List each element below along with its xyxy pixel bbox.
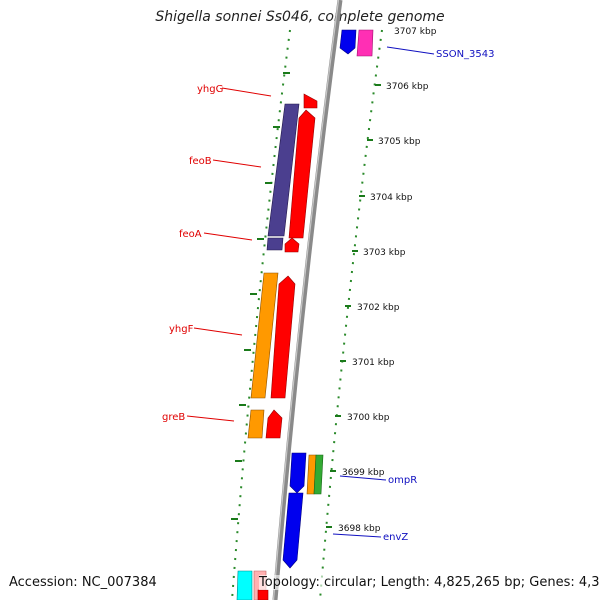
gene-ompR-blue[interactable] bbox=[289, 452, 307, 494]
tick-label-3701: 3701 kbp bbox=[352, 358, 395, 368]
gene-label-yhgG[interactable]: yhgG bbox=[197, 84, 223, 95]
tick-label-3700: 3700 kbp bbox=[347, 413, 390, 423]
map-title: Shigella sonnei Ss046, complete genome bbox=[155, 9, 445, 25]
dotted-track-left bbox=[231, 29, 291, 600]
tick-label-3699: 3699 kbp bbox=[342, 468, 385, 478]
gene-envZ-blue[interactable] bbox=[282, 492, 304, 569]
gene-red-small-top[interactable] bbox=[303, 93, 318, 109]
gene-label-envZ[interactable]: envZ bbox=[383, 532, 408, 543]
label-leaders bbox=[186, 46, 435, 538]
gene-red-feoA[interactable] bbox=[284, 237, 300, 253]
gene-label-greB[interactable]: greB bbox=[162, 412, 185, 423]
gene-green-small[interactable] bbox=[313, 454, 324, 495]
gene-label-SSON_3543[interactable]: SSON_3543 bbox=[436, 49, 495, 60]
tick-marks-left bbox=[231, 72, 290, 520]
tick-label-3707: 3707 kbp bbox=[394, 27, 437, 37]
gene-label-ompR[interactable]: ompR bbox=[388, 475, 417, 486]
gene-label-yhgF[interactable]: yhgF bbox=[169, 324, 194, 335]
tick-label-3704: 3704 kbp bbox=[370, 193, 413, 203]
gene-blue-top[interactable] bbox=[339, 29, 357, 55]
gene-red-bottom[interactable] bbox=[257, 589, 269, 600]
gene-red-yhgF[interactable] bbox=[270, 275, 296, 399]
gene-red-greB[interactable] bbox=[265, 409, 283, 439]
gene-cyan-bottom[interactable] bbox=[236, 570, 253, 600]
gene-SSON_3543[interactable] bbox=[356, 29, 374, 57]
tick-marks-right bbox=[326, 84, 381, 528]
gene-feoB-tail[interactable] bbox=[266, 237, 284, 251]
dotted-track-right bbox=[319, 29, 383, 600]
tick-label-3705: 3705 kbp bbox=[378, 137, 421, 147]
gene-label-feoA[interactable]: feoA bbox=[179, 229, 202, 240]
accession-text: Accession: NC_007384 bbox=[9, 575, 157, 590]
tick-label-3698: 3698 kbp bbox=[338, 524, 381, 534]
gene-yhgF[interactable] bbox=[250, 272, 279, 399]
gene-greB[interactable] bbox=[247, 409, 265, 439]
gene-feoB[interactable] bbox=[267, 103, 300, 237]
gene-red-yhgG-feoB[interactable] bbox=[288, 109, 316, 239]
topology-text: Topology: circular; Length: 4,825,265 bp… bbox=[259, 575, 600, 590]
tick-label-3703: 3703 kbp bbox=[363, 248, 406, 258]
gene-label-feoB[interactable]: feoB bbox=[189, 156, 212, 167]
tick-label-3706: 3706 kbp bbox=[386, 82, 429, 92]
tick-label-3702: 3702 kbp bbox=[357, 303, 400, 313]
genome-backbone bbox=[272, 0, 343, 600]
backbone-highlight bbox=[272, 0, 340, 600]
